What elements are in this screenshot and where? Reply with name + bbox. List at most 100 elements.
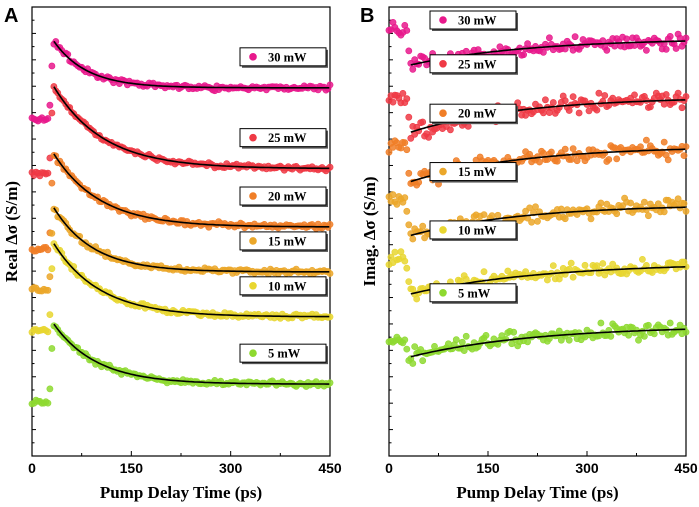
data-point xyxy=(565,336,573,344)
legend-label: 30 mW xyxy=(268,50,307,64)
legend-box xyxy=(429,10,517,30)
data-point xyxy=(409,360,417,367)
series-15-mW: 15 mW xyxy=(28,205,334,295)
legend-15-mW: 15 mW xyxy=(429,162,518,183)
data-point xyxy=(680,200,688,207)
data-point xyxy=(639,255,646,263)
data-point xyxy=(607,332,615,340)
data-point xyxy=(534,217,541,225)
series-5-mW: 5 mW xyxy=(385,283,690,367)
data-point xyxy=(403,27,411,34)
legend-label: 25 mW xyxy=(268,131,307,145)
data-point xyxy=(682,143,690,150)
fit-line xyxy=(53,207,330,273)
data-point xyxy=(613,155,621,163)
legend-marker xyxy=(439,226,447,234)
data-point xyxy=(542,96,549,104)
data-point xyxy=(540,48,547,56)
data-point xyxy=(674,195,682,203)
fit-line xyxy=(53,323,330,385)
data-point xyxy=(411,343,419,350)
legend-25-mW: 25 mW xyxy=(239,128,328,149)
legend-marker xyxy=(249,349,257,357)
data-point xyxy=(682,93,690,100)
data-point xyxy=(44,399,52,407)
data-point xyxy=(597,199,605,207)
data-point xyxy=(575,109,583,117)
data-point xyxy=(573,157,581,165)
data-point xyxy=(549,99,557,106)
data-point xyxy=(403,264,411,272)
legend-20-mW: 20 mW xyxy=(239,186,328,208)
data-point xyxy=(480,211,488,218)
data-point xyxy=(409,65,417,73)
data-point xyxy=(526,150,533,158)
series-25-mW: 25 mW xyxy=(28,83,334,180)
data-point xyxy=(643,136,650,144)
data-point xyxy=(585,107,593,115)
legend-box xyxy=(239,47,327,67)
data-point xyxy=(643,47,650,54)
fit-line xyxy=(53,153,330,228)
x-tick-label: 450 xyxy=(674,460,698,476)
data-point xyxy=(627,199,634,207)
legend-marker xyxy=(439,288,447,297)
data-point xyxy=(405,221,413,229)
data-point xyxy=(631,91,638,99)
data-point xyxy=(524,40,531,48)
y-axis-label: Real Δσ (S/m) xyxy=(2,181,21,282)
data-point xyxy=(44,115,52,122)
data-point xyxy=(546,34,553,42)
legend-marker xyxy=(249,53,257,61)
data-point xyxy=(569,93,577,101)
x-tick-label: 0 xyxy=(28,460,36,476)
data-point xyxy=(561,45,569,53)
data-point xyxy=(532,203,539,211)
data-point xyxy=(548,148,555,156)
data-point xyxy=(645,212,652,220)
data-point xyxy=(389,98,397,106)
data-point xyxy=(482,331,490,339)
data-point xyxy=(409,235,417,243)
data-point xyxy=(561,215,569,223)
data-point xyxy=(522,268,529,275)
legend-label: 15 mW xyxy=(458,165,497,179)
data-point xyxy=(680,152,688,159)
series-5-mW: 5 mW xyxy=(28,322,334,408)
data-point xyxy=(403,345,411,353)
data-point xyxy=(536,158,543,166)
panel-B: 0 150 300 450 Pump Delay Time (ps) Imag. Δσ (… xyxy=(360,5,698,502)
data-point xyxy=(48,265,56,273)
data-point xyxy=(599,260,607,267)
data-point xyxy=(662,91,670,98)
data-point xyxy=(528,218,535,226)
data-point xyxy=(540,109,547,117)
data-point xyxy=(413,295,421,303)
legend-box xyxy=(429,103,517,123)
legend-label: 25 mW xyxy=(458,57,497,71)
data-point xyxy=(682,328,690,336)
legend-marker xyxy=(439,167,447,176)
y-axis-label: Imag. Δσ (S/m) xyxy=(360,176,379,286)
data-point xyxy=(508,340,516,348)
data-point xyxy=(326,163,334,171)
series-10-mW: 10 mW xyxy=(28,240,334,336)
data-point xyxy=(446,126,454,134)
data-point xyxy=(460,347,468,354)
data-point xyxy=(641,198,648,206)
data-point xyxy=(660,208,668,216)
legend-marker xyxy=(439,60,447,68)
data-point xyxy=(561,97,569,105)
data-point xyxy=(401,257,409,265)
legend-box xyxy=(239,276,327,296)
data-point xyxy=(520,51,527,59)
data-point xyxy=(494,211,502,219)
data-point xyxy=(569,273,577,281)
data-point xyxy=(48,229,56,237)
legend-box xyxy=(429,283,517,303)
data-point xyxy=(48,345,56,352)
legend-label: 20 mW xyxy=(268,190,307,204)
data-point xyxy=(682,207,690,215)
x-axis-label: Pump Delay Time (ps) xyxy=(100,483,262,502)
